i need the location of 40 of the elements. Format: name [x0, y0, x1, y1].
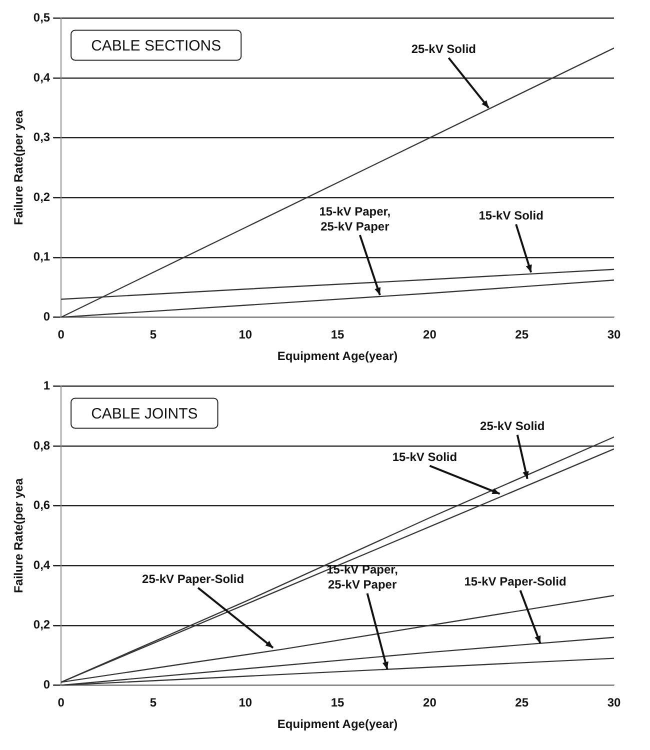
- x-axis-title: Equipment Age(year): [277, 349, 398, 364]
- y-tick-label: 0,1: [33, 250, 50, 264]
- x-tick-label: 10: [238, 328, 252, 342]
- annotation: 15-kV Paper-Solid: [464, 574, 566, 589]
- y-axis-title: Failure Rate(per yea: [12, 110, 26, 226]
- x-tick-label: 25: [515, 328, 529, 342]
- x-tick-label: 20: [423, 696, 437, 710]
- text: CABLE JOINTS: [91, 405, 198, 422]
- annotation: 15-kV Solid: [478, 208, 544, 223]
- annotation: 15-kV Solid: [392, 450, 458, 464]
- annotation: 25-kV Solid: [411, 42, 476, 56]
- y-tick-label: 0,4: [33, 70, 50, 84]
- y-tick-label: 0: [43, 310, 50, 324]
- y-tick-label: 0,5: [33, 10, 50, 25]
- y-axis-title: Failure Rate(per yea: [12, 478, 26, 594]
- y-tick-label: 0,2: [33, 190, 50, 204]
- x-axis-title: Equipment Age(year): [277, 717, 398, 732]
- y-tick-label: 0,4: [33, 558, 50, 572]
- y-tick-label: 0,2: [33, 618, 50, 632]
- x-tick-label: 30: [607, 696, 621, 710]
- y-tick-label: 0: [43, 678, 50, 692]
- x-tick-label: 20: [423, 328, 437, 342]
- annotation: 25-kV Paper-Solid: [142, 572, 244, 586]
- x-tick-label: 30: [607, 328, 621, 342]
- x-tick-label: 5: [150, 328, 157, 342]
- x-tick-label: 10: [238, 696, 252, 710]
- annotation: 25-kV Solid: [480, 419, 545, 434]
- annotation: 15-kV Paper, 25-kV Paper: [326, 562, 398, 592]
- text: CABLE SECTIONS: [91, 37, 222, 54]
- annotation: 15-kV Paper, 25-kV Paper: [319, 204, 391, 234]
- x-tick-label: 15: [330, 328, 345, 342]
- y-tick-label: 0,6: [33, 498, 50, 512]
- x-tick-label: 5: [150, 696, 157, 710]
- x-tick-label: 25: [515, 696, 529, 710]
- y-tick-label: 1: [43, 378, 50, 393]
- x-tick-label: 15: [330, 696, 345, 710]
- y-tick-label: 0,3: [33, 130, 50, 144]
- y-tick-label: 0,8: [33, 438, 50, 452]
- x-tick-label: 0: [58, 328, 65, 342]
- x-tick-label: 0: [58, 696, 65, 710]
